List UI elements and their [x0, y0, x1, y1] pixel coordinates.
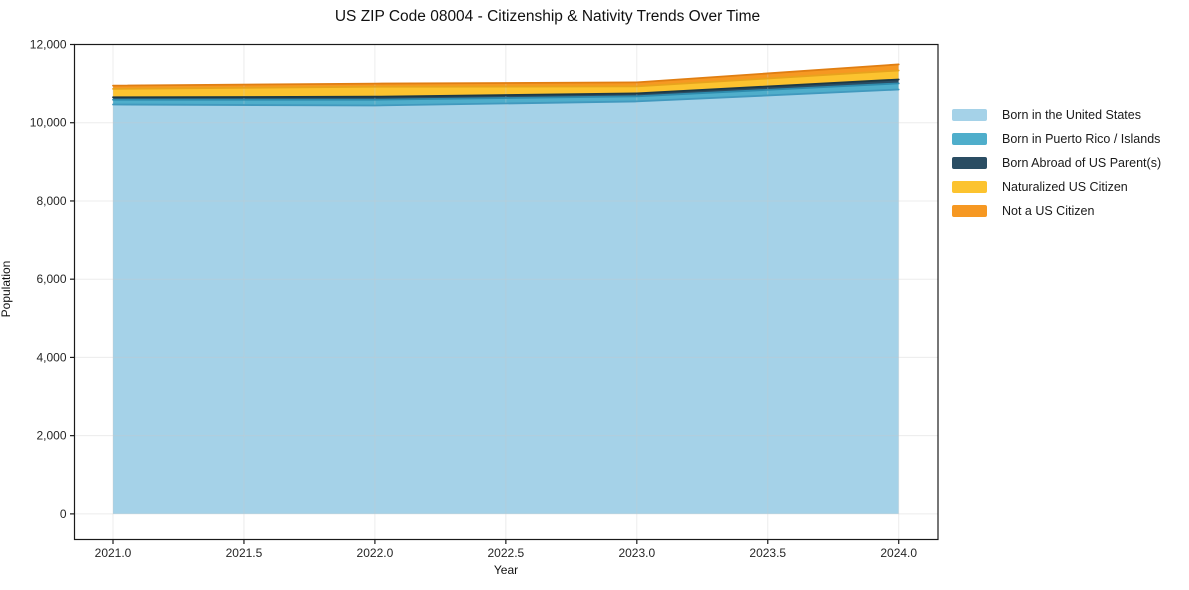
x-tick-label: 2022.0	[357, 546, 394, 560]
legend-item: Born Abroad of US Parent(s)	[952, 151, 1161, 175]
plot-contents	[74, 44, 938, 540]
legend-label: Not a US Citizen	[1002, 204, 1095, 218]
x-tick-label: 2021.5	[226, 546, 263, 560]
edge-line-series-1	[112, 82, 900, 101]
y-tick-label: 0	[60, 507, 67, 521]
edge-line-series-3	[112, 69, 900, 90]
x-axis-label: Year	[493, 563, 519, 577]
area-series-0	[113, 89, 899, 514]
edge-line-series-2	[112, 78, 900, 99]
legend-item: Born in the United States	[952, 103, 1161, 127]
x-tick-label: 2023.0	[618, 546, 655, 560]
x-tick-label: 2022.5	[488, 546, 525, 560]
y-axis-label: Population	[0, 260, 13, 318]
edge-line-series-4	[112, 63, 900, 87]
y-tick-label: 2,000	[36, 429, 66, 443]
legend-label: Naturalized US Citizen	[1002, 180, 1128, 194]
legend-label: Born in the United States	[1002, 108, 1141, 122]
legend-swatch	[952, 157, 987, 169]
chart-title: US ZIP Code 08004 - Citizenship & Nativi…	[334, 8, 761, 25]
legend-swatch	[952, 133, 987, 145]
legend: Born in the United States Born in Puerto …	[952, 103, 1161, 223]
x-tick-label: 2024.0	[880, 546, 917, 560]
x-tick-label: 2021.0	[95, 546, 132, 560]
area-series-3	[113, 70, 899, 98]
legend-item: Naturalized US Citizen	[952, 175, 1161, 199]
area-series-4	[113, 64, 899, 89]
legend-swatch	[952, 181, 987, 193]
legend-label: Born in Puerto Rico / Islands	[1002, 132, 1161, 146]
y-tick-label: 12,000	[30, 38, 67, 52]
y-tick-label: 4,000	[36, 350, 66, 364]
y-tick-label: 6,000	[36, 272, 66, 286]
legend-item: Not a US Citizen	[952, 199, 1161, 223]
legend-label: Born Abroad of US Parent(s)	[1002, 156, 1162, 170]
legend-item: Born in Puerto Rico / Islands	[952, 127, 1161, 151]
edge-line-series-0	[112, 88, 900, 107]
legend-swatch	[952, 205, 987, 217]
y-tick-label: 8,000	[36, 194, 66, 208]
legend-swatch	[952, 109, 987, 121]
y-tick-label: 10,000	[30, 116, 67, 130]
x-tick-label: 2023.5	[749, 546, 786, 560]
